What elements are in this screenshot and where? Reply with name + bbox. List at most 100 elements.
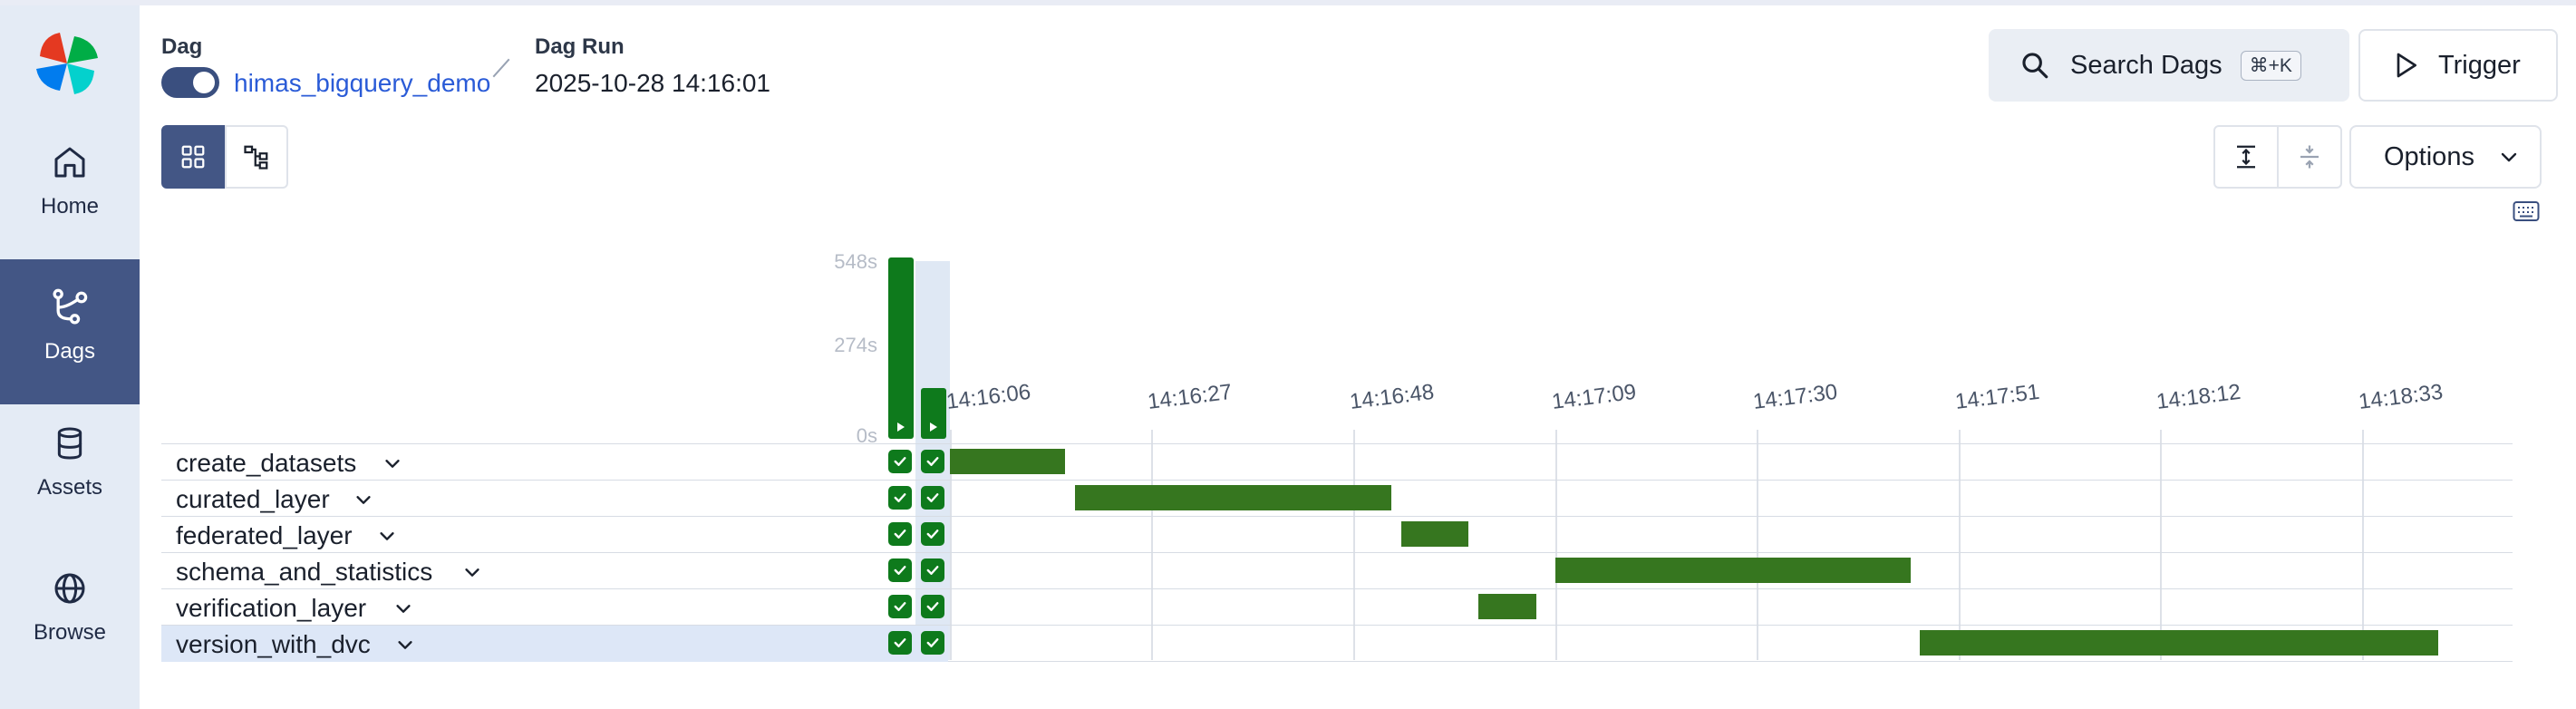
time-grid-line xyxy=(1555,430,1557,660)
collapse-icon xyxy=(2300,145,2319,169)
check-icon xyxy=(894,457,906,466)
sidebar-item-label: Home xyxy=(40,194,100,219)
run-bar-previous[interactable] xyxy=(888,257,914,439)
check-icon xyxy=(926,602,939,611)
task-row[interactable]: create_datasets xyxy=(161,444,2513,481)
task-instance-status-previous[interactable] xyxy=(888,631,912,655)
task-row[interactable]: curated_layer xyxy=(161,481,2513,517)
breadcrumb-separator xyxy=(492,58,510,78)
chevron-down-icon[interactable] xyxy=(395,635,415,655)
task-name[interactable]: curated_layer xyxy=(176,485,330,513)
time-tick-label: 14:16:48 xyxy=(1348,379,1436,415)
grid-icon xyxy=(181,145,205,169)
sidebar-item-assets[interactable]: Assets xyxy=(0,422,140,531)
search-shortcut-badge: ⌘+K xyxy=(2240,50,2301,81)
time-grid-line xyxy=(1757,430,1758,660)
keyboard-shortcuts-icon[interactable] xyxy=(2513,199,2540,223)
run-bar-selected[interactable] xyxy=(921,388,946,439)
time-tick-label: 14:18:33 xyxy=(2357,379,2445,415)
task-instance-status-selected[interactable] xyxy=(921,595,944,618)
task-row-label-area[interactable]: federated_layer xyxy=(161,517,948,553)
check-icon xyxy=(894,493,906,502)
duration-label-max: 548s xyxy=(834,250,877,273)
task-row-label-area[interactable]: verification_layer xyxy=(161,589,948,626)
task-name[interactable]: schema_and_statistics xyxy=(176,558,433,586)
task-row[interactable]: version_with_dvc xyxy=(161,626,2513,662)
collapse-all-button[interactable] xyxy=(2277,125,2342,189)
chevron-down-icon[interactable] xyxy=(462,562,482,582)
time-tick-label: 14:17:30 xyxy=(1751,379,1839,415)
time-grid-line xyxy=(1151,430,1153,660)
search-dags-label: Search Dags xyxy=(2070,50,2223,80)
search-icon xyxy=(2022,53,2048,79)
gantt-bar-federated_layer[interactable] xyxy=(1401,521,1468,547)
task-instance-status-previous[interactable] xyxy=(888,558,912,582)
grid-view-button[interactable] xyxy=(161,125,225,189)
sidebar-item-home[interactable]: Home xyxy=(0,134,140,243)
gantt-bar-version_with_dvc[interactable] xyxy=(1920,630,2438,656)
task-name[interactable]: federated_layer xyxy=(176,521,353,549)
task-instance-status-previous[interactable] xyxy=(888,595,912,618)
check-icon xyxy=(894,602,906,611)
check-icon xyxy=(894,529,906,539)
task-name[interactable]: verification_layer xyxy=(176,594,367,622)
time-tick-label: 14:16:27 xyxy=(1146,379,1234,415)
task-row-label-area[interactable]: schema_and_statistics xyxy=(161,553,948,589)
chevron-down-icon xyxy=(2501,152,2517,162)
check-icon xyxy=(894,566,906,575)
dags-icon xyxy=(49,287,91,328)
search-dags-button[interactable]: Search Dags ⌘+K xyxy=(1989,29,2349,102)
task-instance-status-previous[interactable] xyxy=(888,450,912,473)
gantt-bar-create_datasets[interactable] xyxy=(950,449,1065,474)
dag-name-link[interactable]: himas_bigquery_demo xyxy=(234,69,491,97)
dag-run-date: 2025-10-28 14:16:01 xyxy=(535,69,770,97)
gantt-bar-schema_and_statistics[interactable] xyxy=(1555,558,1911,583)
play-icon xyxy=(2397,53,2416,78)
task-instance-status-selected[interactable] xyxy=(921,558,944,582)
check-icon xyxy=(926,493,939,502)
top-border xyxy=(0,0,2576,5)
dag-label: Dag xyxy=(161,34,203,59)
task-name[interactable]: version_with_dvc xyxy=(176,630,371,658)
duration-label-mid: 274s xyxy=(834,334,877,356)
airflow-logo-icon[interactable] xyxy=(33,29,102,98)
task-instance-status-previous[interactable] xyxy=(888,486,912,510)
chevron-down-icon[interactable] xyxy=(393,598,413,618)
sidebar-item-dags[interactable]: Dags xyxy=(0,259,140,404)
gantt-bar-verification_layer[interactable] xyxy=(1478,594,1536,619)
options-button[interactable]: Options xyxy=(2349,125,2542,189)
chevron-down-icon[interactable] xyxy=(383,453,402,473)
duration-label-min: 0s xyxy=(856,424,877,447)
graph-view-button[interactable] xyxy=(225,125,288,189)
sidebar-item-browse[interactable]: Browse xyxy=(0,568,140,676)
home-icon xyxy=(49,141,91,183)
dag-pause-toggle[interactable] xyxy=(161,67,219,98)
task-row[interactable]: verification_layer xyxy=(161,589,2513,626)
time-tick-label: 14:18:12 xyxy=(2155,379,2242,415)
check-icon xyxy=(926,457,939,466)
task-instance-status-previous[interactable] xyxy=(888,522,912,546)
check-icon xyxy=(926,529,939,539)
task-row-label-area[interactable]: version_with_dvc xyxy=(161,626,948,662)
task-row[interactable]: schema_and_statistics xyxy=(161,553,2513,589)
task-instance-status-selected[interactable] xyxy=(921,450,944,473)
check-icon xyxy=(894,638,906,647)
database-icon xyxy=(49,422,91,464)
time-grid-line xyxy=(2160,430,2162,660)
dag-run-label: Dag Run xyxy=(535,34,625,59)
chevron-down-icon[interactable] xyxy=(377,526,397,546)
chevron-down-icon[interactable] xyxy=(353,490,373,510)
task-instance-status-selected[interactable] xyxy=(921,486,944,510)
trigger-button[interactable]: Trigger xyxy=(2358,29,2558,102)
task-instance-status-selected[interactable] xyxy=(921,631,944,655)
time-tick-label: 14:17:09 xyxy=(1550,379,1638,415)
task-row-label-area[interactable]: create_datasets xyxy=(161,444,948,481)
task-row[interactable]: federated_layer xyxy=(161,517,2513,553)
sidebar-item-label: Dags xyxy=(44,339,96,364)
task-instance-status-selected[interactable] xyxy=(921,522,944,546)
expand-all-button[interactable] xyxy=(2213,125,2279,189)
task-name[interactable]: create_datasets xyxy=(176,449,357,477)
expand-icon xyxy=(2237,145,2255,169)
task-row-label-area[interactable]: curated_layer xyxy=(161,481,948,517)
gantt-bar-curated_layer[interactable] xyxy=(1075,485,1391,510)
